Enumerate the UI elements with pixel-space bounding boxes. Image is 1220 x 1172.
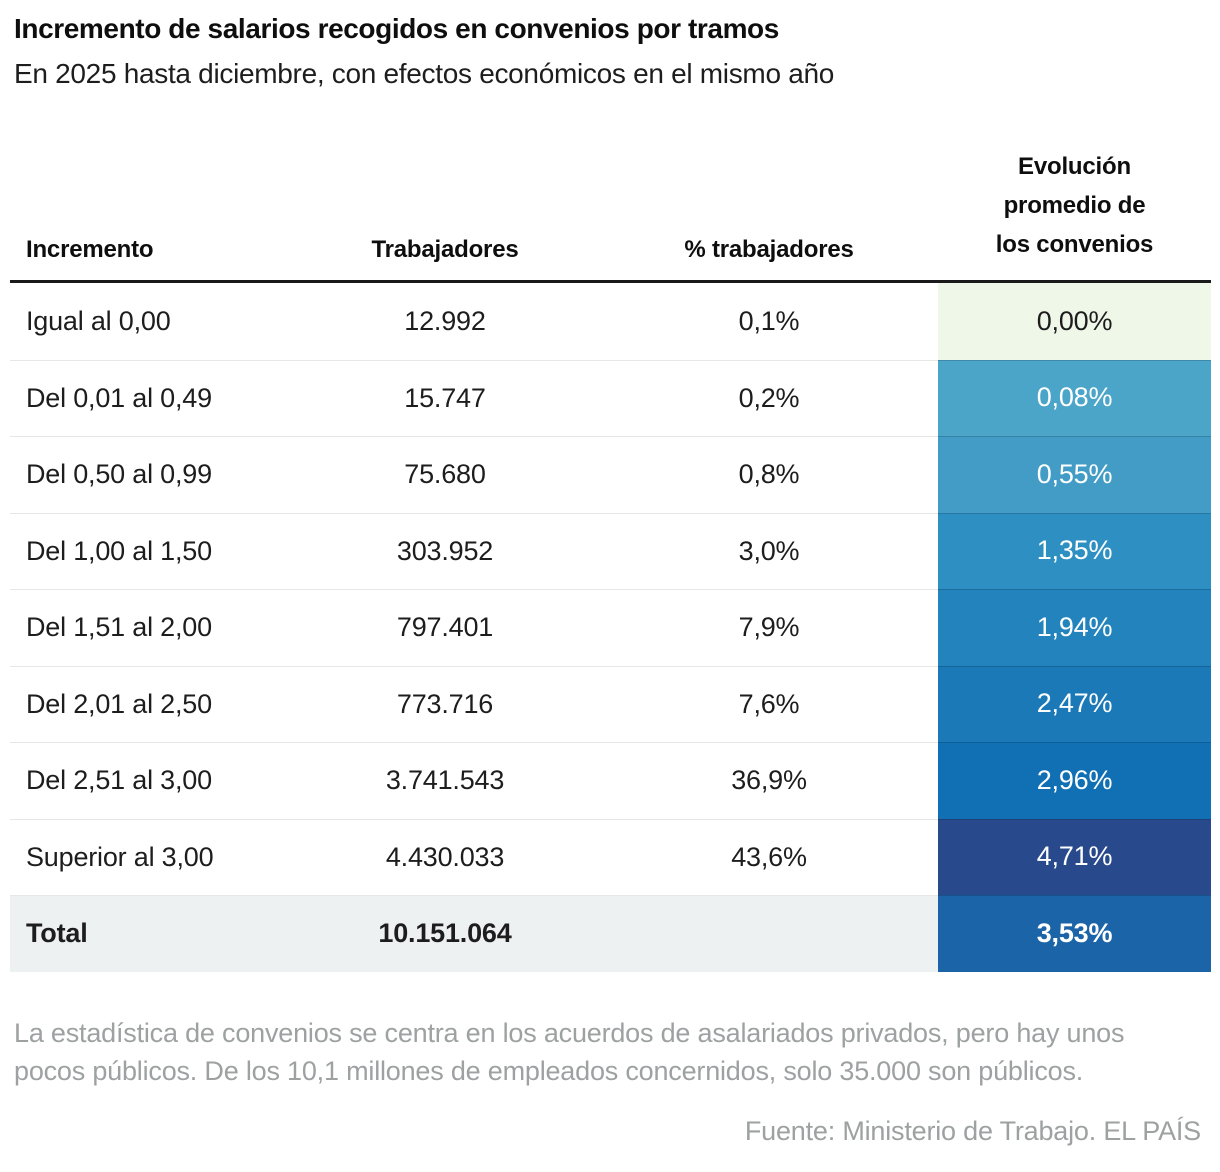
column-header-evolucion: Evolución promedio de los convenios [995, 153, 1154, 258]
table-row: Del 0,50 al 0,99 75.680 0,8% 0,55% [10, 436, 1211, 513]
workers-value: 773.716 [290, 665, 600, 743]
table-header: Incremento Trabajadores % trabajadores E… [10, 140, 1211, 283]
workers-value: 75.680 [290, 436, 600, 513]
table-row-total: Total 10.151.064 3,53% [10, 895, 1211, 972]
pct-workers-value: 43,6% [600, 818, 938, 896]
page-title: Incremento de salarios recogidos en conv… [14, 13, 779, 44]
pct-workers-value: 36,9% [600, 742, 938, 819]
increment-label: Del 1,00 al 1,50 [10, 512, 290, 590]
pct-workers-value: 3,0% [600, 512, 938, 590]
source-line: Fuente: Ministerio de Trabajo. EL PAÍS [744, 1115, 1201, 1146]
pct-workers-value: 0,2% [600, 359, 938, 437]
evolution-cell: 2,96% [938, 742, 1211, 819]
workers-value: 10.151.064 [290, 895, 600, 972]
workers-value: 303.952 [290, 512, 600, 590]
column-header-incremento: Incremento [26, 236, 154, 263]
pct-workers-value: 7,6% [600, 665, 938, 743]
salary-table: Incremento Trabajadores % trabajadores E… [10, 140, 1211, 972]
workers-value: 797.401 [290, 589, 600, 666]
workers-value: 3.741.543 [290, 742, 600, 819]
increment-label: Del 2,51 al 3,00 [10, 742, 290, 819]
infographic: Incremento de salarios recogidos en conv… [10, 13, 1211, 1146]
evolution-cell: 0,00% [938, 283, 1211, 360]
increment-label: Superior al 3,00 [10, 818, 290, 896]
workers-value: 12.992 [404, 305, 486, 336]
table-row: Superior al 3,00 4.430.033 43,6% 4,71% [10, 818, 1211, 896]
pct-workers-value: 0,1% [738, 305, 800, 336]
column-header-trabajadores: Trabajadores [371, 236, 519, 263]
evolution-cell: 4,71% [938, 818, 1211, 895]
increment-label: Del 0,50 al 0,99 [10, 436, 290, 513]
increment-label: Total [10, 895, 290, 972]
workers-value: 4.430.033 [290, 818, 600, 896]
increment-label: Del 2,01 al 2,50 [10, 665, 290, 743]
table-row: Del 1,51 al 2,00 797.401 7,9% 1,94% [10, 589, 1211, 666]
page-subtitle: En 2025 hasta diciembre, con efectos eco… [14, 58, 835, 89]
pct-workers-value: 0,8% [600, 436, 938, 513]
table-row: Del 1,00 al 1,50 303.952 3,0% 1,35% [10, 512, 1211, 590]
evolution-cell: 1,35% [938, 512, 1211, 589]
pct-workers-value: 7,9% [600, 589, 938, 666]
increment-label: Del 1,51 al 2,00 [10, 589, 290, 666]
table-body: Igual al 0,00 12.992 0,1% 0,00% Del 0,01 al … [10, 283, 1211, 972]
table-row: Del 2,51 al 3,00 3.741.543 36,9% 2,96% [10, 742, 1211, 819]
table-row: Igual al 0,00 12.992 0,1% 0,00% [10, 283, 1211, 360]
increment-label: Igual al 0,00 [26, 305, 171, 336]
evolution-cell: 0,08% [938, 359, 1211, 436]
table-row: Del 0,01 al 0,49 15.747 0,2% 0,08% [10, 359, 1211, 437]
pct-workers-value [600, 895, 938, 972]
footnote: La estadística de convenios se centra en… [14, 1017, 1125, 1086]
evolution-cell: 3,53% [938, 895, 1211, 972]
increment-label: Del 0,01 al 0,49 [10, 359, 290, 437]
column-header-pct-trabajadores: % trabajadores [684, 236, 854, 263]
evolution-cell: 0,55% [938, 436, 1211, 513]
table-row: Del 2,01 al 2,50 773.716 7,6% 2,47% [10, 665, 1211, 743]
evolution-cell: 1,94% [938, 589, 1211, 666]
evolution-cell: 2,47% [938, 665, 1211, 742]
workers-value: 15.747 [290, 359, 600, 437]
